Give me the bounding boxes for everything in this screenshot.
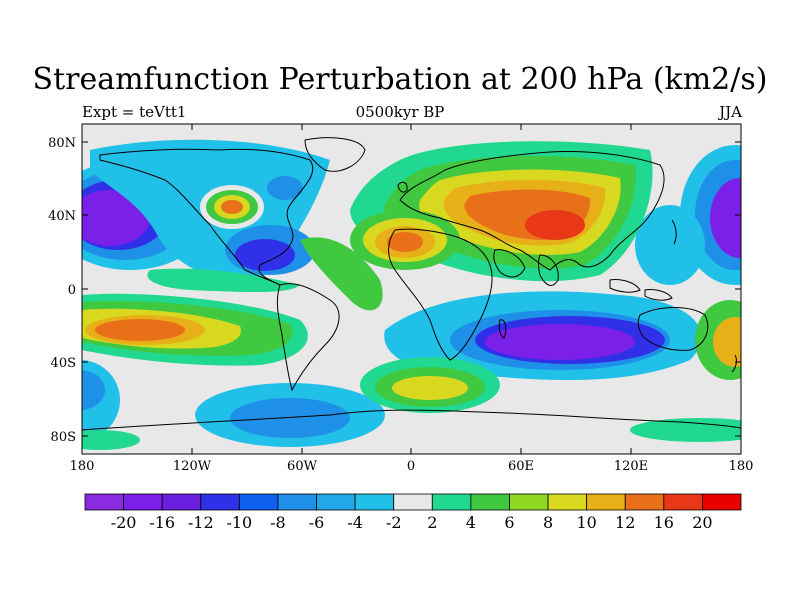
colorbar-label: 4 xyxy=(466,513,476,532)
lat-label: 80S xyxy=(51,430,76,445)
colorbar-swatch xyxy=(277,493,317,511)
coastlines xyxy=(82,137,741,431)
colorbar-swatch xyxy=(470,493,510,511)
latitude-axis: 80N 40N 0 40S 80S xyxy=(48,136,741,445)
lon-label: 180 xyxy=(70,459,95,474)
streamfunction-field xyxy=(82,139,741,450)
colorbar-swatch xyxy=(509,493,549,511)
colorbar-swatch xyxy=(663,493,703,511)
season-label: JJA xyxy=(719,103,742,121)
colorbar-swatch xyxy=(161,493,202,511)
lat-label: 40N xyxy=(48,209,76,224)
colorbar-label: -12 xyxy=(188,513,214,532)
lat-label: 40S xyxy=(51,356,76,371)
colorbar-swatch xyxy=(200,493,240,511)
lon-label: 120E xyxy=(614,459,648,474)
colorbar-swatch xyxy=(624,493,665,511)
map-title: Streamfunction Perturbation at 200 hPa (… xyxy=(32,62,768,97)
colorbar-swatch xyxy=(123,493,163,511)
lon-label: 180 xyxy=(729,459,754,474)
colorbar-label: 6 xyxy=(504,513,514,532)
lon-label: 60W xyxy=(287,459,318,474)
colorbar-label: -16 xyxy=(149,513,175,532)
colorbar-label: 10 xyxy=(576,513,596,532)
colorbar: -20 -16 -12 -10 -8 -6 -4 -2 2 4 6 8 10 12 16 20 xyxy=(84,493,742,532)
time-label: 0500kyr BP xyxy=(355,103,445,121)
colorbar-label: 12 xyxy=(615,513,635,532)
experiment-label: Expt = teVtt1 xyxy=(82,103,187,121)
colorbar-swatch xyxy=(702,493,742,511)
colorbar-swatch xyxy=(547,493,588,511)
colorbar-swatch xyxy=(354,493,395,511)
lat-label: 0 xyxy=(68,283,76,298)
colorbar-swatch xyxy=(316,493,356,511)
colorbar-label: -10 xyxy=(226,513,252,532)
positive-anomalies xyxy=(82,141,741,450)
lon-label: 0 xyxy=(407,459,415,474)
colorbar-label: 2 xyxy=(427,513,437,532)
lon-label: 60E xyxy=(508,459,534,474)
colorbar-label: -6 xyxy=(309,513,325,532)
colorbar-swatch xyxy=(238,493,279,511)
colorbar-label: 20 xyxy=(692,513,712,532)
lat-label: 80N xyxy=(48,136,76,151)
colorbar-swatch xyxy=(84,493,124,511)
colorbar-label: -4 xyxy=(347,513,363,532)
colorbar-label: 8 xyxy=(543,513,553,532)
colorbar-label: 16 xyxy=(654,513,674,532)
map-panel: 80N 40N 0 40S 80S 180 120W 60W 0 60E 120 xyxy=(48,123,754,474)
colorbar-swatch xyxy=(586,493,626,511)
lon-label: 120W xyxy=(173,459,212,474)
colorbar-label: -20 xyxy=(111,513,137,532)
colorbar-label: -8 xyxy=(270,513,286,532)
longitude-axis: 180 120W 60W 0 60E 120E 180 xyxy=(70,124,754,474)
colorbar-label: -2 xyxy=(386,513,402,532)
colorbar-swatch xyxy=(431,493,472,511)
colorbar-swatch xyxy=(393,493,433,511)
